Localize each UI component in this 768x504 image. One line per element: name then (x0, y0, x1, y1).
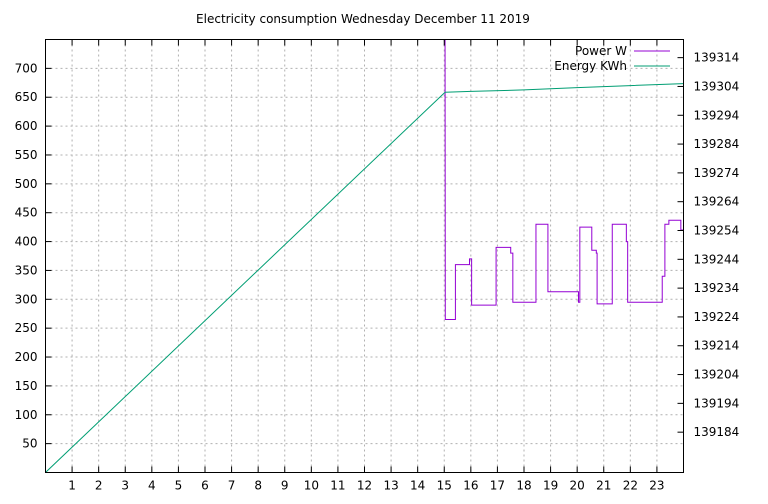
x-tick-label: 11 (330, 479, 345, 493)
y-tick-label: 700 (15, 61, 38, 75)
y-tick-label: 150 (15, 379, 38, 393)
x-tick-label: 14 (410, 479, 425, 493)
y2-tick-label: 139194 (694, 396, 740, 410)
x-tick-label: 16 (463, 479, 478, 493)
y2-tick-label: 139264 (694, 195, 740, 209)
y-tick-label: 600 (15, 119, 38, 133)
y2-tick-label: 139244 (694, 252, 740, 266)
x-tick-label: 20 (570, 479, 585, 493)
y-tick-label: 550 (15, 148, 38, 162)
y-tick-label: 100 (15, 408, 38, 422)
y-tick-label: 50 (22, 437, 37, 451)
y-tick-label: 450 (15, 206, 38, 220)
y-tick-label: 500 (15, 177, 38, 191)
y2-tick-label: 139224 (694, 310, 740, 324)
x-tick-label: 19 (543, 479, 558, 493)
y2-tick-label: 139274 (694, 166, 740, 180)
legend-label-power-w: Power W (575, 44, 627, 58)
chart-title: Electricity consumption Wednesday Decemb… (196, 12, 530, 26)
x-tick-label: 7 (228, 479, 236, 493)
y-tick-label: 650 (15, 90, 38, 104)
tick-layer: 1 2 3 4 5 6 7 8 9 10 11 12 13 14 15 16 17 18 19 20 21 22 23501… (15, 39, 740, 493)
y2-tick-label: 139294 (694, 108, 740, 122)
y2-tick-label: 139284 (694, 137, 740, 151)
x-tick-label: 8 (254, 479, 262, 493)
y2-tick-label: 139234 (694, 281, 740, 295)
x-tick-label: 1 (68, 479, 76, 493)
y2-tick-label: 139314 (694, 51, 740, 65)
series-layer (45, 39, 684, 473)
x-tick-label: 9 (281, 479, 289, 493)
x-tick-label: 4 (148, 479, 156, 493)
x-tick-label: 10 (304, 479, 319, 493)
y-tick-label: 200 (15, 350, 38, 364)
grid-layer (45, 39, 684, 473)
x-tick-label: 2 (95, 479, 103, 493)
y2-tick-label: 139184 (694, 425, 740, 439)
y2-tick-label: 139254 (694, 224, 740, 238)
x-tick-label: 6 (201, 479, 209, 493)
x-tick-label: 12 (357, 479, 372, 493)
y2-tick-label: 139304 (694, 79, 740, 93)
x-tick-label: 21 (596, 479, 611, 493)
y-tick-label: 350 (15, 263, 38, 277)
y2-tick-label: 139214 (694, 339, 740, 353)
x-tick-label: 18 (516, 479, 531, 493)
series-line-energy-kwh (45, 83, 684, 473)
x-tick-label: 15 (437, 479, 452, 493)
x-tick-label: 17 (490, 479, 505, 493)
series-line-power-w (444, 39, 684, 321)
y-tick-label: 250 (15, 321, 38, 335)
x-tick-label: 22 (623, 479, 638, 493)
x-tick-label: 13 (383, 479, 398, 493)
y-tick-label: 400 (15, 235, 38, 249)
y2-tick-label: 139204 (694, 368, 740, 382)
x-tick-label: 3 (121, 479, 129, 493)
x-tick-label: 23 (649, 479, 664, 493)
y-tick-label: 300 (15, 292, 38, 306)
legend-label-energy-kwh: Energy KWh (554, 59, 627, 73)
x-tick-label: 5 (175, 479, 183, 493)
